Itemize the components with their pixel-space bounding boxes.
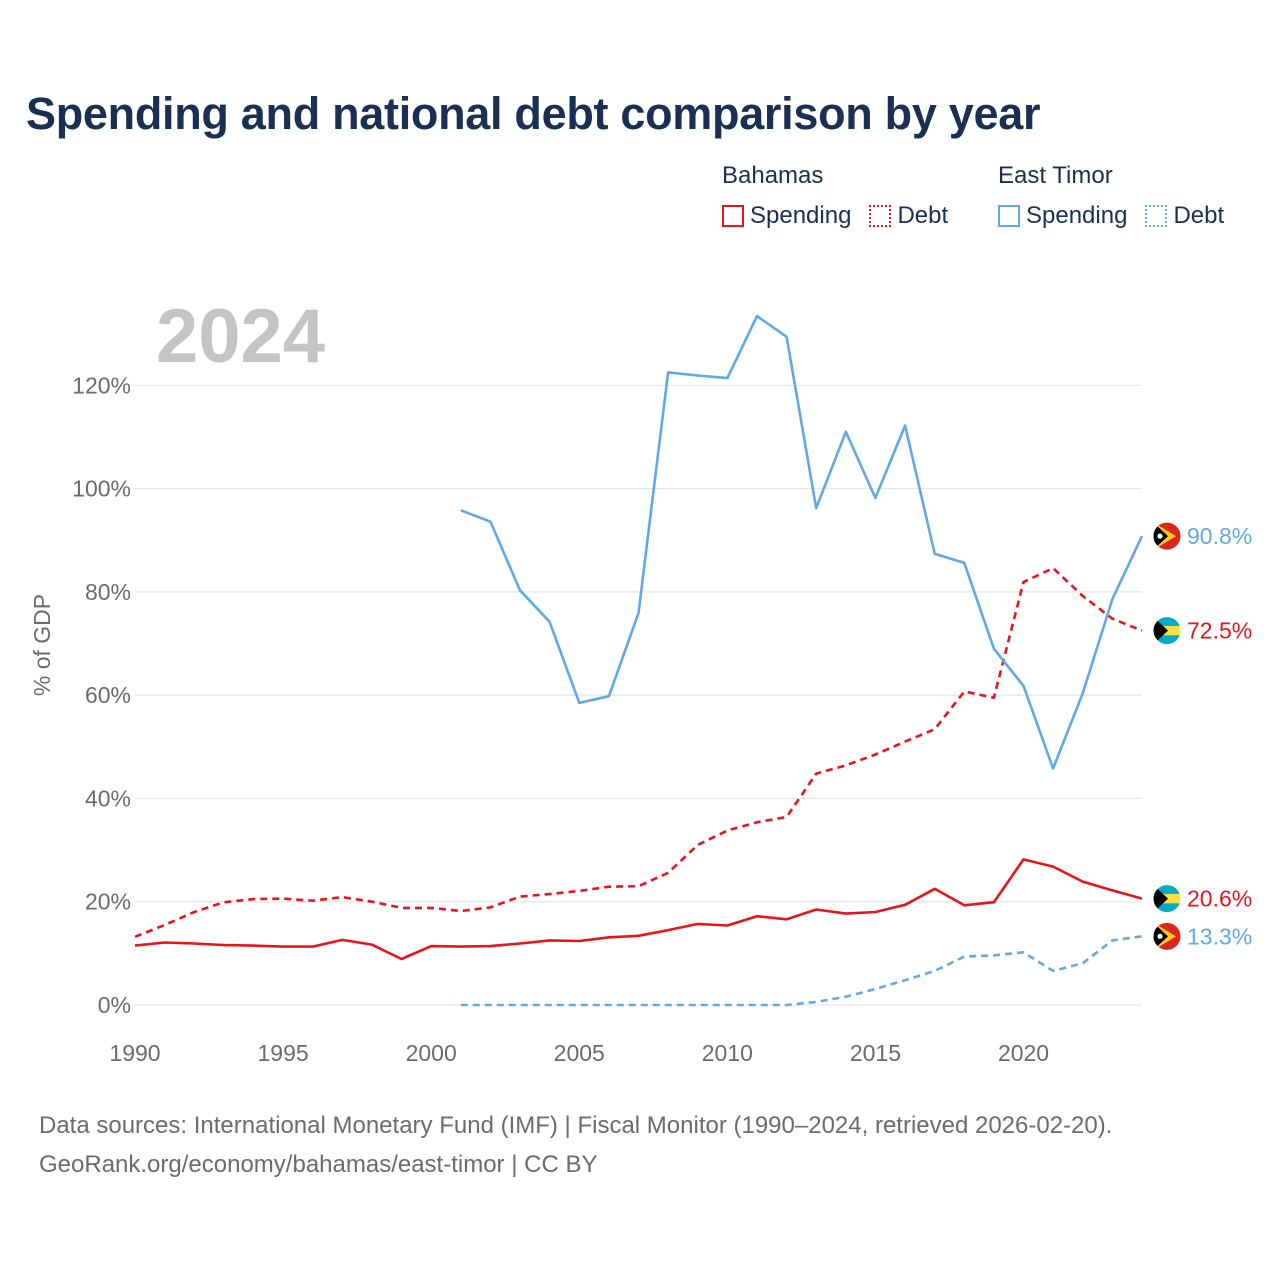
y-tick-label: 100%	[72, 476, 131, 502]
series-line-bahamas-spending[interactable]	[134, 858, 1143, 961]
legend-label: Debt	[897, 202, 949, 229]
legend-label: Spending	[750, 202, 852, 229]
end-value-label: 20.6%	[1187, 886, 1252, 912]
y-tick-label: 40%	[85, 785, 131, 811]
end-value-label: 72.5%	[1187, 618, 1252, 644]
series-line-bahamas-debt[interactable]	[134, 566, 1143, 939]
y-tick-label: 20%	[85, 889, 131, 915]
east-timor-flag-icon	[1152, 521, 1182, 551]
end-value-label: 13.3%	[1187, 923, 1252, 949]
legend-group-bahamas: Bahamas Spending Debt	[722, 162, 948, 230]
x-tick-label: 2005	[554, 1040, 605, 1066]
x-tick-label: 1995	[258, 1040, 309, 1066]
year-watermark: 2024	[156, 294, 325, 379]
series-line-east-timor-spending[interactable]	[460, 314, 1144, 770]
legend-label: Spending	[1026, 202, 1128, 229]
y-tick-label: 60%	[85, 682, 131, 708]
x-tick-label: 1990	[109, 1040, 160, 1066]
bahamas-flag-icon	[1152, 616, 1182, 646]
chart-title: Spending and national debt comparison by…	[26, 88, 1041, 139]
end-value-label: 90.8%	[1187, 523, 1252, 549]
legend-item-bahamas-spending[interactable]: Spending	[722, 202, 851, 230]
legend-item-east-timor-spending[interactable]: Spending	[998, 202, 1127, 230]
legend-swatch	[998, 205, 1020, 227]
x-tick-label: 2010	[702, 1040, 753, 1066]
y-tick-label: 80%	[85, 579, 131, 605]
x-tick-label: 2015	[850, 1040, 901, 1066]
legend-group-title: Bahamas	[722, 162, 824, 189]
legend-group-title: East Timor	[998, 162, 1113, 189]
legend-swatch	[869, 205, 892, 227]
x-tick-label: 2000	[406, 1040, 457, 1066]
legend-swatch	[722, 205, 744, 227]
y-tick-label: 0%	[98, 992, 131, 1018]
east-timor-flag-icon	[1152, 921, 1182, 951]
legend-item-east-timor-debt[interactable]: Debt	[1145, 202, 1224, 230]
legend-group-east-timor: East Timor Spending Debt	[998, 162, 1224, 230]
footer: Data sources: International Monetary Fun…	[39, 1106, 1112, 1184]
x-tick-label: 2020	[998, 1040, 1049, 1066]
y-axis-label: % of GDP	[29, 594, 55, 696]
y-tick-label: 120%	[72, 372, 131, 398]
legend-label: Debt	[1173, 202, 1225, 229]
bahamas-flag-icon	[1152, 884, 1182, 914]
legend-swatch	[1145, 205, 1168, 227]
legend-item-bahamas-debt[interactable]: Debt	[869, 202, 948, 230]
series-line-east-timor-debt[interactable]	[460, 935, 1143, 1007]
footer-sources: Data sources: International Monetary Fun…	[39, 1112, 1113, 1139]
footer-credit: GeoRank.org/economy/bahamas/east-timor |…	[39, 1151, 598, 1178]
